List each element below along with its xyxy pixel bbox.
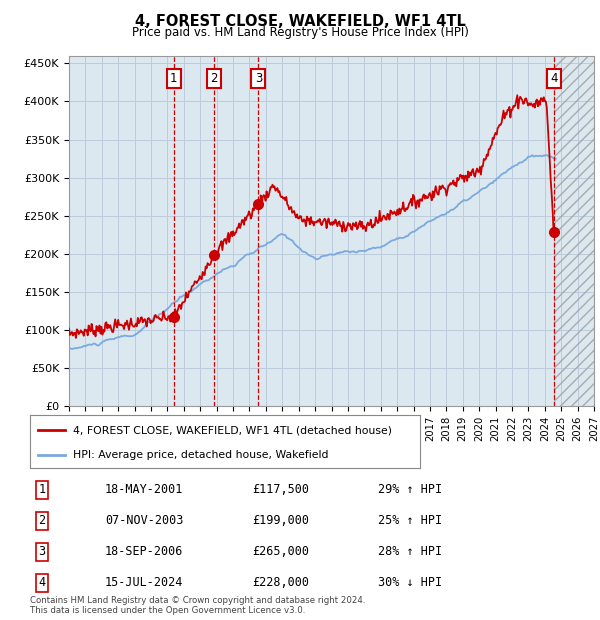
Text: 3: 3 — [38, 546, 46, 558]
Text: 3: 3 — [255, 72, 262, 85]
Text: 2: 2 — [211, 72, 218, 85]
Text: 1: 1 — [170, 72, 178, 85]
Text: 30% ↓ HPI: 30% ↓ HPI — [378, 577, 442, 589]
Text: 18-SEP-2006: 18-SEP-2006 — [105, 546, 184, 558]
Text: 29% ↑ HPI: 29% ↑ HPI — [378, 484, 442, 496]
Text: £228,000: £228,000 — [252, 577, 309, 589]
Text: Price paid vs. HM Land Registry's House Price Index (HPI): Price paid vs. HM Land Registry's House … — [131, 26, 469, 39]
Text: 4: 4 — [550, 72, 557, 85]
Text: 07-NOV-2003: 07-NOV-2003 — [105, 515, 184, 527]
Text: 1: 1 — [38, 484, 46, 496]
Text: 28% ↑ HPI: 28% ↑ HPI — [378, 546, 442, 558]
Text: 4: 4 — [38, 577, 46, 589]
Text: HPI: Average price, detached house, Wakefield: HPI: Average price, detached house, Wake… — [73, 450, 328, 460]
Text: Contains HM Land Registry data © Crown copyright and database right 2024.
This d: Contains HM Land Registry data © Crown c… — [30, 596, 365, 615]
Text: 15-JUL-2024: 15-JUL-2024 — [105, 577, 184, 589]
Text: 2: 2 — [38, 515, 46, 527]
Bar — [554, 56, 600, 406]
Bar — [554, 56, 600, 406]
Text: 4, FOREST CLOSE, WAKEFIELD, WF1 4TL (detached house): 4, FOREST CLOSE, WAKEFIELD, WF1 4TL (det… — [73, 425, 392, 435]
Text: £265,000: £265,000 — [252, 546, 309, 558]
Text: £199,000: £199,000 — [252, 515, 309, 527]
Text: £117,500: £117,500 — [252, 484, 309, 496]
Text: 25% ↑ HPI: 25% ↑ HPI — [378, 515, 442, 527]
Text: 18-MAY-2001: 18-MAY-2001 — [105, 484, 184, 496]
Text: 4, FOREST CLOSE, WAKEFIELD, WF1 4TL: 4, FOREST CLOSE, WAKEFIELD, WF1 4TL — [134, 14, 466, 29]
